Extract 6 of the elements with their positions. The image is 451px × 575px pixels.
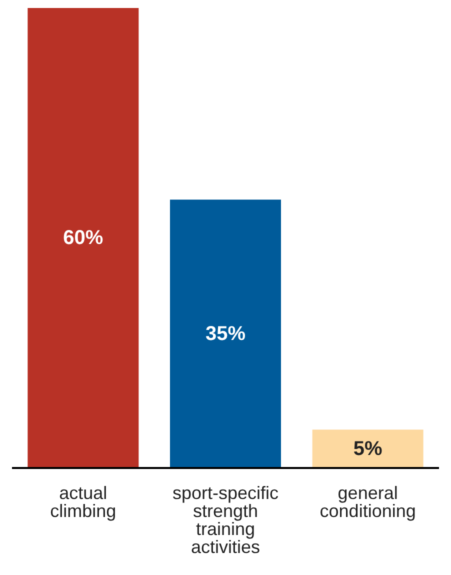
- x-tick-label: sport-specific strength training activities: [172, 482, 279, 557]
- data-label: 35%: [205, 322, 246, 345]
- x-tick-label: general conditioning: [320, 482, 416, 521]
- data-label: 60%: [63, 227, 104, 249]
- x-tick-label: actual climbing: [50, 482, 116, 521]
- data-label: 5%: [353, 438, 382, 460]
